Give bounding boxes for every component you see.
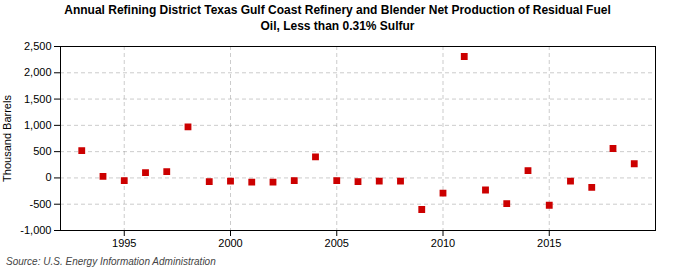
svg-text:Thousand Barrels: Thousand Barrels [1,95,13,182]
svg-text:2005: 2005 [325,237,349,249]
svg-text:0: 0 [45,172,51,184]
svg-text:2000: 2000 [218,237,242,249]
svg-text:2,500: 2,500 [24,40,52,52]
svg-text:-500: -500 [29,198,51,210]
html-text:Source: U.S. Energy Informatio: Source: U.S. Energy Information Administ… [6,256,216,268]
svg-text:1995: 1995 [112,237,136,249]
svg-text:2015: 2015 [537,237,561,249]
svg-text:-1,000: -1,000 [20,224,51,236]
svg-text:500: 500 [33,145,51,157]
svg-text:1,500: 1,500 [24,93,52,105]
html-text:Annual Refining District Texas: Annual Refining District Texas Gulf Coas… [64,3,611,33]
svg-text:2,000: 2,000 [24,66,52,78]
svg-text:1,000: 1,000 [24,119,52,131]
svg-text:2010: 2010 [431,237,455,249]
